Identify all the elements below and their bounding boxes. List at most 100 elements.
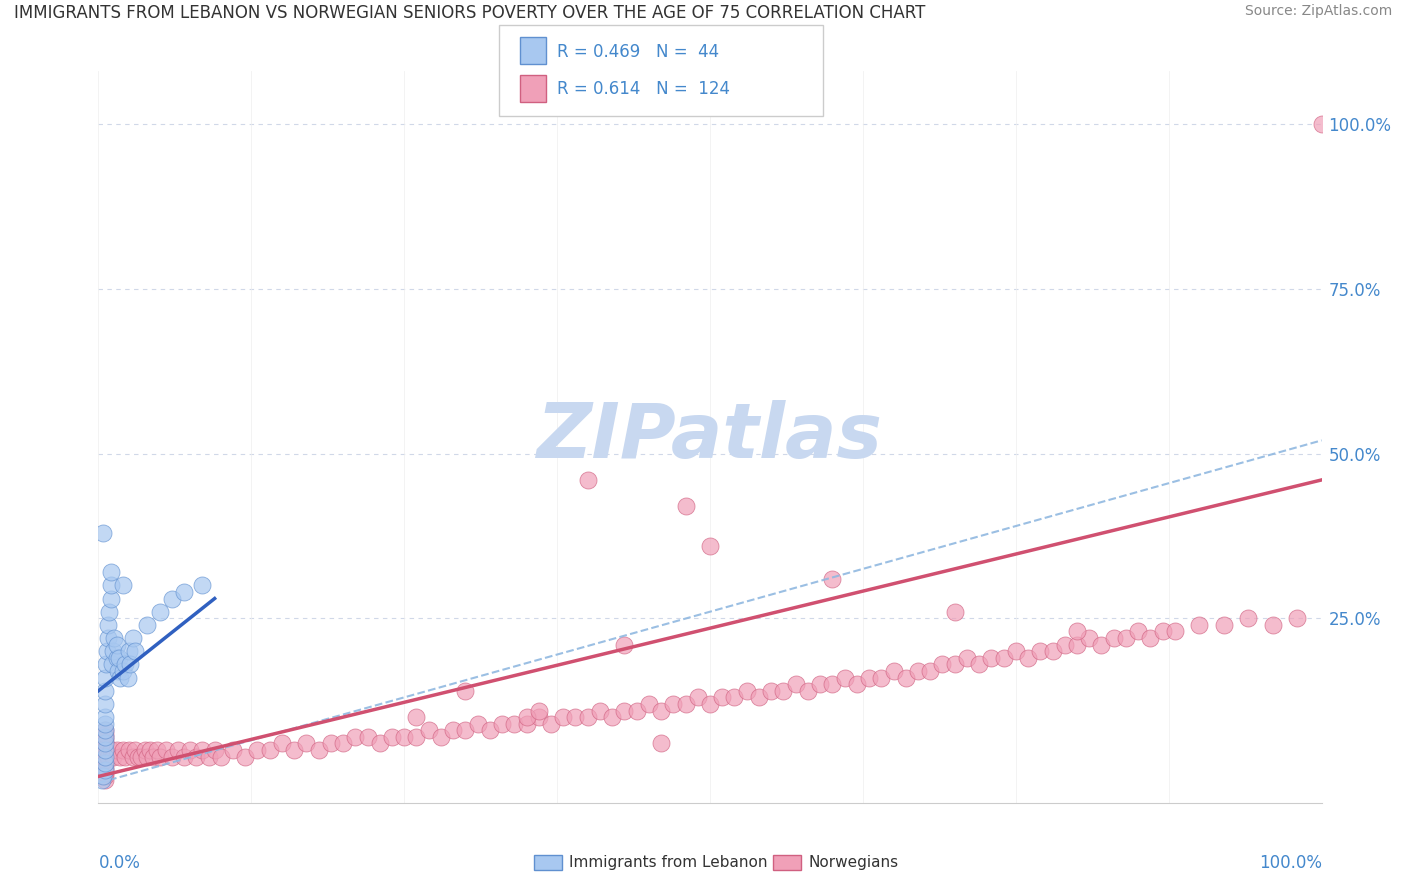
Point <box>101 749 124 764</box>
Point <box>93 671 115 685</box>
Point <box>93 756 115 771</box>
Point <box>723 690 745 705</box>
Point <box>600 710 623 724</box>
Point <box>93 753 115 767</box>
Point <box>980 650 1002 665</box>
Point <box>1004 644 1026 658</box>
Point <box>197 749 219 764</box>
Point <box>160 749 183 764</box>
Point <box>93 772 115 787</box>
Point <box>332 737 354 751</box>
Point <box>101 644 124 658</box>
Point <box>699 697 721 711</box>
Point <box>93 763 115 777</box>
Point <box>834 671 856 685</box>
Point <box>173 749 195 764</box>
Point <box>1139 631 1161 645</box>
Point <box>114 657 136 672</box>
Point <box>613 704 636 718</box>
Point <box>160 591 183 606</box>
Point <box>405 710 427 724</box>
Point <box>155 743 177 757</box>
Point <box>943 657 966 672</box>
Point <box>93 683 115 698</box>
Point <box>675 697 697 711</box>
Point <box>93 726 115 740</box>
Point <box>97 749 120 764</box>
Point <box>1310 117 1333 131</box>
Point <box>101 657 124 672</box>
Point <box>319 737 342 751</box>
Text: Immigrants from Lebanon: Immigrants from Lebanon <box>569 855 768 870</box>
Point <box>344 730 367 744</box>
Point <box>111 743 134 757</box>
Point <box>246 743 269 757</box>
Point <box>93 763 115 777</box>
Text: 0.0%: 0.0% <box>98 854 141 872</box>
Point <box>93 743 115 757</box>
Point <box>134 743 156 757</box>
Point <box>1164 624 1187 639</box>
Point <box>93 739 115 754</box>
Point <box>920 664 942 678</box>
Point <box>515 716 537 731</box>
Point <box>93 730 115 744</box>
Point <box>589 704 612 718</box>
Point <box>93 756 115 771</box>
Point <box>454 683 477 698</box>
Point <box>564 710 586 724</box>
Point <box>295 737 318 751</box>
Point <box>97 631 120 645</box>
Point <box>100 591 122 606</box>
Point <box>179 743 201 757</box>
Point <box>1152 624 1174 639</box>
Text: IMMIGRANTS FROM LEBANON VS NORWEGIAN SENIORS POVERTY OVER THE AGE OF 75 CORRELAT: IMMIGRANTS FROM LEBANON VS NORWEGIAN SEN… <box>14 4 925 22</box>
Point <box>121 631 143 645</box>
Point <box>186 749 208 764</box>
Point <box>105 743 128 757</box>
Point <box>686 690 709 705</box>
Point <box>405 730 427 744</box>
Point <box>127 749 149 764</box>
Point <box>103 631 125 645</box>
Point <box>1286 611 1309 625</box>
Point <box>1090 638 1112 652</box>
Point <box>540 716 562 731</box>
Point <box>93 716 115 731</box>
Point <box>368 737 391 751</box>
Point <box>93 730 115 744</box>
Point <box>808 677 831 691</box>
Point <box>124 743 146 757</box>
Point <box>772 683 794 698</box>
Point <box>93 723 115 738</box>
Point <box>91 525 114 540</box>
Point <box>883 664 905 678</box>
Point <box>259 743 281 757</box>
Point <box>191 743 214 757</box>
Point <box>1042 644 1064 658</box>
Point <box>761 683 783 698</box>
Point <box>118 644 141 658</box>
Point <box>967 657 990 672</box>
Point <box>785 677 807 691</box>
Point <box>1017 650 1039 665</box>
Point <box>821 572 844 586</box>
Point <box>491 716 513 731</box>
Point <box>392 730 416 744</box>
Point <box>121 749 143 764</box>
Point <box>93 723 115 738</box>
Point <box>711 690 734 705</box>
Point <box>136 618 159 632</box>
Point <box>100 578 122 592</box>
Point <box>222 743 245 757</box>
Point <box>356 730 378 744</box>
Point <box>993 650 1015 665</box>
Point <box>821 677 844 691</box>
Point <box>98 605 121 619</box>
Point <box>675 500 697 514</box>
Point <box>93 697 115 711</box>
Point <box>467 716 489 731</box>
Point <box>797 683 820 698</box>
Point <box>1212 618 1234 632</box>
Point <box>1102 631 1125 645</box>
